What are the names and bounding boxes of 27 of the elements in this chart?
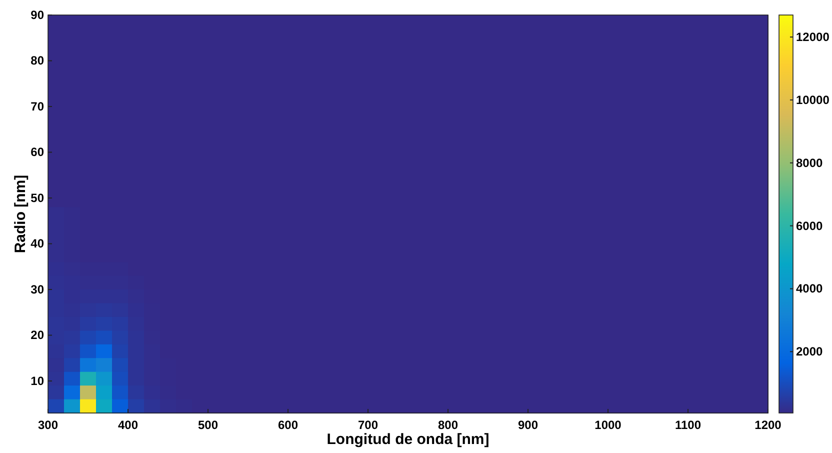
y-tick-label: 90 bbox=[30, 8, 44, 22]
color-bar-label: 10000 bbox=[796, 92, 830, 107]
y-tick-label: 40 bbox=[30, 236, 44, 251]
x-tick-label: 1100 bbox=[674, 418, 702, 432]
x-tick-label: 500 bbox=[198, 418, 218, 432]
y-tick-label: 30 bbox=[30, 282, 44, 296]
y-tick-label: 20 bbox=[30, 328, 44, 342]
color-bar-label: 2000 bbox=[796, 344, 824, 359]
y-tick-label: 50 bbox=[30, 190, 44, 205]
color-bar-label: 6000 bbox=[796, 218, 824, 233]
x-tick-label: 1000 bbox=[594, 418, 622, 432]
x-tick-label: 800 bbox=[438, 418, 458, 432]
y-tick-label: 70 bbox=[30, 99, 44, 114]
x-tick-label: 300 bbox=[38, 418, 58, 432]
x-tick-label: 700 bbox=[358, 418, 378, 432]
x-tick-label: 1200 bbox=[754, 418, 782, 432]
x-tick-label: 900 bbox=[518, 418, 538, 432]
x-tick-label: 600 bbox=[278, 418, 298, 432]
y-tick-label: 10 bbox=[30, 374, 44, 388]
x-tick-label: 400 bbox=[118, 418, 138, 432]
y-tick-label: 60 bbox=[30, 145, 44, 160]
color-bar-label: 4000 bbox=[796, 282, 824, 296]
x-axis-title: Longitud de onda [nm] bbox=[326, 431, 490, 448]
y-tick-label: 80 bbox=[30, 54, 44, 68]
y-axis-title: Radio [nm] bbox=[12, 174, 29, 254]
color-bar-label: 12000 bbox=[796, 30, 830, 44]
color-bar-label: 8000 bbox=[796, 156, 824, 170]
